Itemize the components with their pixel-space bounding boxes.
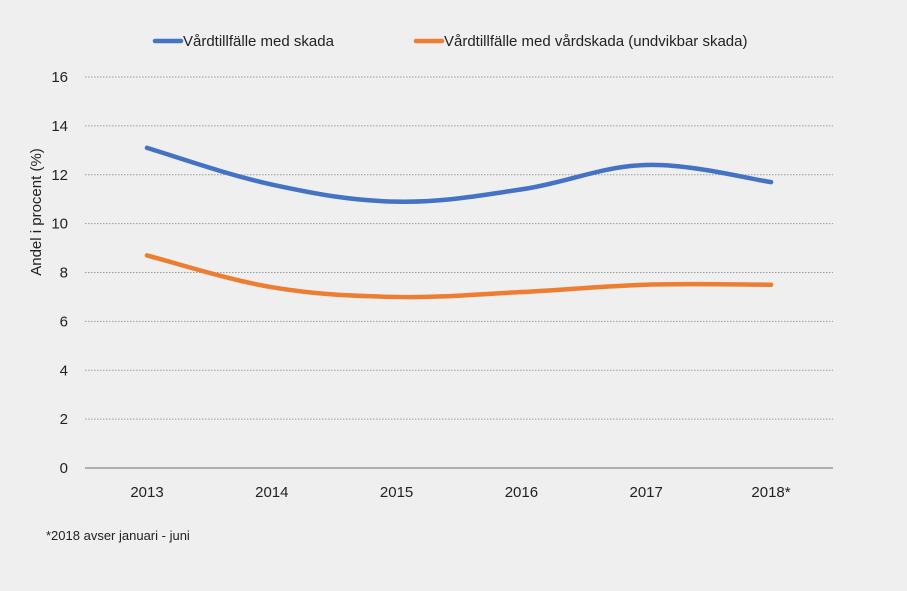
series-line-skada (144, 145, 774, 204)
legend: Vårdtillfälle med skada Vårdtillfälle me… (152, 33, 747, 50)
legend-label-vardskada: Vårdtillfälle med vårdskada (undvikbar s… (444, 33, 747, 50)
x-tick-label-2014: 2014 (255, 484, 288, 501)
data-point-vardskada-2017 (644, 282, 649, 287)
x-axis-ticks: 2013 2014 2015 2016 2017 2018* (130, 484, 790, 501)
data-point-skada-2017 (644, 162, 649, 168)
data-point-vardskada-2016 (519, 289, 524, 295)
data-point-vardskada-2013 (144, 253, 150, 258)
series (144, 145, 774, 300)
y-tick-label-10: 10 (51, 216, 68, 233)
x-tick-label-2013: 2013 (130, 484, 163, 501)
y-tick-label-2: 2 (60, 411, 68, 428)
y-tick-label-16: 16 (51, 69, 68, 86)
data-point-skada-2015 (394, 199, 399, 204)
legend-label-skada: Vårdtillfälle med skada (183, 33, 335, 50)
y-tick-label-8: 8 (60, 265, 68, 282)
y-axis-ticks: 0 2 4 6 8 10 12 14 16 (51, 69, 68, 477)
x-tick-label-2017: 2017 (630, 484, 663, 501)
data-point-vardskada-2015 (394, 294, 399, 300)
x-tick-label-2016: 2016 (505, 484, 538, 501)
x-tick-label-2018: 2018* (751, 484, 790, 501)
data-point-skada-2018 (768, 179, 774, 185)
data-point-skada-2014 (269, 182, 274, 187)
y-axis-title: Andel i procent (%) (28, 148, 45, 276)
y-tick-label-14: 14 (51, 118, 68, 135)
data-point-vardskada-2014 (269, 284, 274, 290)
data-point-skada-2013 (144, 145, 150, 151)
x-tick-label-2015: 2015 (380, 484, 413, 501)
y-tick-label-6: 6 (60, 313, 68, 330)
y-tick-label-0: 0 (60, 460, 68, 477)
footnote: *2018 avser januari - juni (46, 528, 190, 543)
data-point-skada-2016 (519, 187, 524, 192)
series-line-vardskada (144, 253, 774, 300)
data-point-vardskada-2018 (768, 282, 774, 287)
y-tick-label-4: 4 (60, 362, 68, 379)
y-tick-label-12: 12 (51, 167, 68, 184)
